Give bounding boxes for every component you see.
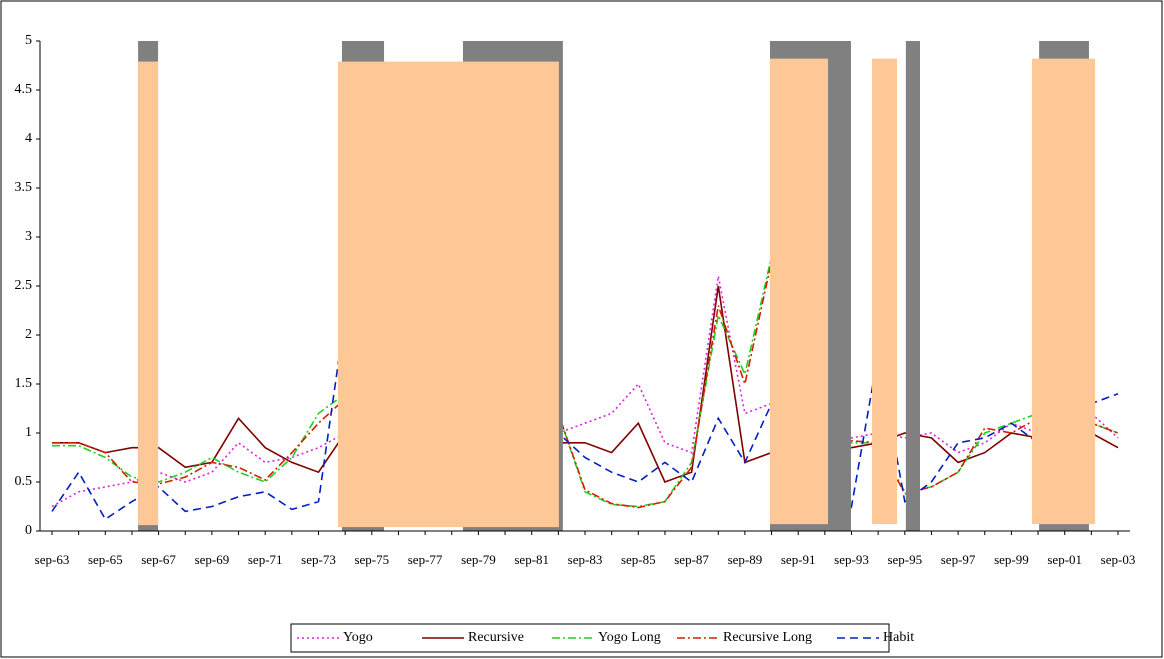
x-tick-label: sep-81: [514, 552, 549, 567]
x-tick-label: sep-79: [461, 552, 496, 567]
x-tick-label: sep-95: [887, 552, 922, 567]
legend-label: Yogo Long: [598, 630, 661, 645]
orange-region: [1031, 58, 1096, 525]
x-tick-label: sep-91: [781, 552, 816, 567]
x-tick-label: sep-73: [301, 552, 336, 567]
x-tick-label: sep-71: [248, 552, 283, 567]
series-line: [51, 315, 1119, 521]
gray-region: [905, 41, 920, 531]
y-tick-label: 5: [25, 33, 32, 48]
y-tick-label: 3: [25, 229, 32, 244]
series-line: [51, 276, 1119, 508]
orange-region: [872, 58, 898, 525]
series-line: [52, 258, 1119, 509]
x-tick-label: sep-65: [88, 552, 123, 567]
orange-region: [337, 61, 559, 528]
y-tick-label: 4.5: [15, 82, 33, 97]
y-tick-label: 4: [25, 131, 32, 146]
orange-region: [769, 58, 829, 525]
y-tick-label: 2.5: [15, 278, 33, 293]
x-tick-label: sep-69: [195, 552, 230, 567]
x-tick-label: sep-01: [1047, 552, 1082, 567]
x-tick-label: sep-89: [728, 552, 763, 567]
legend-label: Recursive Long: [723, 630, 812, 645]
legend-label: Habit: [883, 630, 914, 645]
x-tick-label: sep-63: [35, 552, 70, 567]
x-tick-label: sep-03: [1101, 552, 1136, 567]
x-tick-label: sep-75: [354, 552, 389, 567]
series-line: [52, 285, 1119, 484]
x-tick-label: sep-83: [568, 552, 603, 567]
y-tick-label: 3.5: [15, 180, 33, 195]
orange-region: [138, 61, 159, 526]
x-tick-label: sep-97: [941, 552, 976, 567]
y-tick-label: 1.5: [15, 376, 33, 391]
y-tick-label: 0: [25, 523, 32, 538]
legend-label: Yogo: [343, 630, 373, 645]
x-tick-label: sep-77: [408, 552, 443, 567]
x-tick-label: sep-93: [834, 552, 869, 567]
x-tick-label: sep-85: [621, 552, 656, 567]
x-tick-label: sep-99: [994, 552, 1029, 567]
x-tick-label: sep-67: [141, 552, 176, 567]
series-line: [52, 253, 1119, 508]
y-tick-label: 0.5: [15, 474, 33, 489]
y-tick-label: 1: [25, 425, 32, 440]
y-tick-label: 2: [25, 327, 32, 342]
x-tick-label: sep-87: [674, 552, 709, 567]
legend-label: Recursive: [468, 630, 524, 645]
